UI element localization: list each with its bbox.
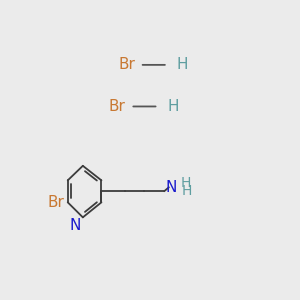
- Text: Br: Br: [47, 195, 64, 210]
- Text: H: H: [168, 99, 179, 114]
- Text: H: H: [181, 176, 191, 190]
- Text: N: N: [70, 218, 81, 233]
- Text: Br: Br: [118, 57, 135, 72]
- Text: Br: Br: [109, 99, 126, 114]
- Text: H: H: [182, 184, 193, 198]
- Text: H: H: [177, 57, 188, 72]
- Text: N: N: [166, 180, 177, 195]
